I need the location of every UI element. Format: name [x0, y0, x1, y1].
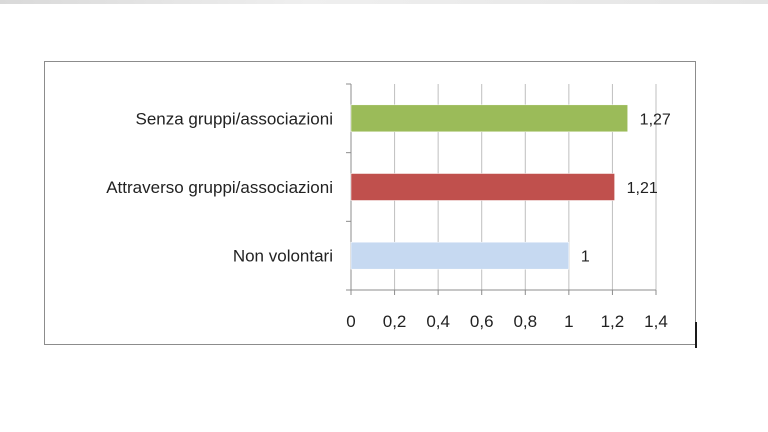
x-tick-label-0: 0: [346, 312, 355, 331]
x-tick-label-5: 1: [564, 312, 573, 331]
category-label-2: Attraverso gruppi/associazioni: [106, 178, 333, 197]
data-label-3: 1: [581, 249, 590, 266]
x-tick-label-4: 0,8: [513, 312, 537, 331]
category-label-3: Non volontari: [233, 247, 333, 266]
x-tick-label-2: 0,4: [426, 312, 450, 331]
bar-3: [350, 241, 570, 270]
top-edge-strip: [0, 0, 768, 4]
cursor-mark: [695, 322, 697, 348]
data-label-2: 1,21: [627, 180, 658, 197]
x-tick-label-1: 0,2: [383, 312, 407, 331]
data-label-1: 1,27: [640, 111, 671, 128]
bar-1: [350, 104, 628, 133]
bar-2: [350, 173, 615, 201]
x-tick-label-6: 1,2: [601, 312, 625, 331]
category-label-1: Senza gruppi/associazioni: [135, 109, 333, 128]
x-tick-label-7: 1,4: [644, 312, 668, 331]
x-tick-label-3: 0,6: [470, 312, 494, 331]
